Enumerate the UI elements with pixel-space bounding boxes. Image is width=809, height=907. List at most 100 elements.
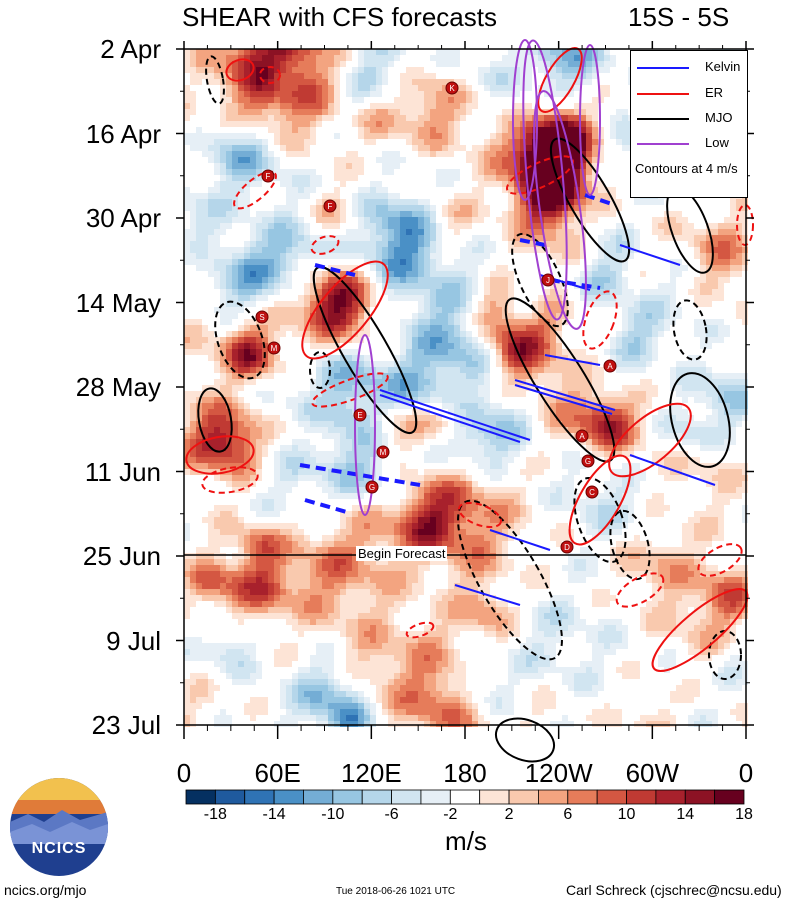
heatmap-cell: [226, 247, 232, 253]
heatmap-cell: [730, 481, 736, 487]
heatmap-cell: [298, 319, 304, 325]
heatmap-cell: [316, 79, 322, 85]
heatmap-cell: [328, 253, 334, 259]
heatmap-cell: [688, 379, 694, 385]
heatmap-cell: [262, 235, 268, 241]
heatmap-cell: [658, 493, 664, 499]
heatmap-cell: [496, 301, 502, 307]
heatmap-cell: [352, 157, 358, 163]
heatmap-cell: [448, 505, 454, 511]
heatmap-cell: [250, 139, 256, 145]
heatmap-cell: [340, 271, 346, 277]
heatmap-cell: [508, 433, 514, 439]
heatmap-cell: [508, 307, 514, 313]
heatmap-cell: [460, 325, 466, 331]
heatmap-cell: [514, 313, 520, 319]
heatmap-cell: [682, 415, 688, 421]
heatmap-cell: [460, 361, 466, 367]
heatmap-cell: [334, 475, 340, 481]
heatmap-cell: [322, 397, 328, 403]
heatmap-cell: [580, 73, 586, 79]
heatmap-cell: [262, 259, 268, 265]
heatmap-cell: [298, 193, 304, 199]
heatmap-cell: [586, 157, 592, 163]
heatmap-cell: [280, 211, 286, 217]
heatmap-cell: [472, 313, 478, 319]
heatmap-cell: [430, 421, 436, 427]
heatmap-cell: [256, 223, 262, 229]
heatmap-cell: [412, 253, 418, 259]
heatmap-cell: [250, 259, 256, 265]
heatmap-cell: [658, 331, 664, 337]
heatmap-cell: [376, 505, 382, 511]
heatmap-cell: [562, 169, 568, 175]
heatmap-cell: [562, 241, 568, 247]
heatmap-cell: [622, 409, 628, 415]
heatmap-cell: [376, 181, 382, 187]
heatmap-cell: [214, 307, 220, 313]
heatmap-cell: [550, 301, 556, 307]
heatmap-cell: [196, 325, 202, 331]
heatmap-cell: [610, 205, 616, 211]
heatmap-cell: [682, 475, 688, 481]
heatmap-cell: [730, 403, 736, 409]
heatmap-cell: [634, 427, 640, 433]
heatmap-cell: [562, 247, 568, 253]
heatmap-cell: [502, 391, 508, 397]
heatmap-cell: [298, 295, 304, 301]
heatmap-cell: [436, 373, 442, 379]
heatmap-cell: [436, 415, 442, 421]
heatmap-cell: [436, 241, 442, 247]
heatmap-cell: [232, 505, 238, 511]
heatmap-cell: [550, 403, 556, 409]
heatmap-cell: [424, 223, 430, 229]
heatmap-cell: [634, 319, 640, 325]
heatmap-cell: [334, 103, 340, 109]
heatmap-cell: [448, 217, 454, 223]
heatmap-cell: [442, 127, 448, 133]
heatmap-cell: [658, 217, 664, 223]
heatmap-cell: [454, 433, 460, 439]
heatmap-cell: [358, 439, 364, 445]
heatmap-cell: [610, 301, 616, 307]
heatmap-cell: [484, 397, 490, 403]
heatmap-cell: [532, 457, 538, 463]
heatmap-cell: [472, 163, 478, 169]
heatmap-cell: [532, 217, 538, 223]
heatmap-cell: [712, 247, 718, 253]
heatmap-cell: [508, 49, 514, 55]
heatmap-cell: [508, 73, 514, 79]
heatmap-cell: [184, 433, 190, 439]
heatmap-cell: [460, 199, 466, 205]
heatmap-cell: [490, 403, 496, 409]
heatmap-cell: [436, 379, 442, 385]
heatmap-cell: [634, 325, 640, 331]
heatmap-cell: [316, 73, 322, 79]
heatmap-cell: [358, 307, 364, 313]
heatmap-cell: [244, 199, 250, 205]
heatmap-cell: [214, 343, 220, 349]
heatmap-cell: [694, 331, 700, 337]
heatmap-cell: [316, 283, 322, 289]
heatmap-cell: [298, 187, 304, 193]
heatmap-cell: [184, 109, 190, 115]
heatmap-cell: [340, 169, 346, 175]
heatmap-cell: [214, 259, 220, 265]
heatmap-cell: [598, 157, 604, 163]
heatmap-cell: [280, 91, 286, 97]
heatmap-cell: [532, 61, 538, 67]
heatmap-cell: [196, 439, 202, 445]
heatmap-cell: [340, 337, 346, 343]
heatmap-cell: [424, 265, 430, 271]
heatmap-cell: [718, 379, 724, 385]
heatmap-cell: [496, 145, 502, 151]
heatmap-cell: [484, 247, 490, 253]
heatmap-cell: [610, 55, 616, 61]
heatmap-cell: [298, 109, 304, 115]
heatmap-cell: [358, 379, 364, 385]
heatmap-cell: [226, 277, 232, 283]
heatmap-cell: [460, 355, 466, 361]
heatmap-cell: [286, 85, 292, 91]
heatmap-cell: [514, 379, 520, 385]
heatmap-cell: [532, 463, 538, 469]
